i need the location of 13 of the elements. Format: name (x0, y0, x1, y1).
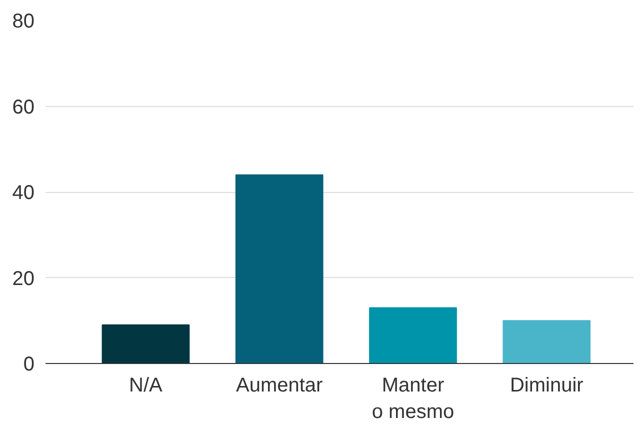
bar (369, 307, 457, 364)
x-tick-label: Diminuir (510, 374, 584, 396)
bar (235, 174, 324, 364)
bar (502, 320, 591, 364)
y-tick-label: 20 (12, 268, 35, 290)
x-tick-label: Aumentar (236, 374, 324, 396)
bar (102, 324, 190, 364)
y-tick-label: 80 (12, 10, 35, 32)
x-tick-label: N/A (129, 374, 164, 396)
y-tick-label: 0 (23, 354, 34, 376)
y-tick-label: 60 (12, 96, 35, 118)
x-tick-label: Manter o mesmo (372, 374, 454, 423)
y-tick-label: 40 (12, 182, 35, 204)
